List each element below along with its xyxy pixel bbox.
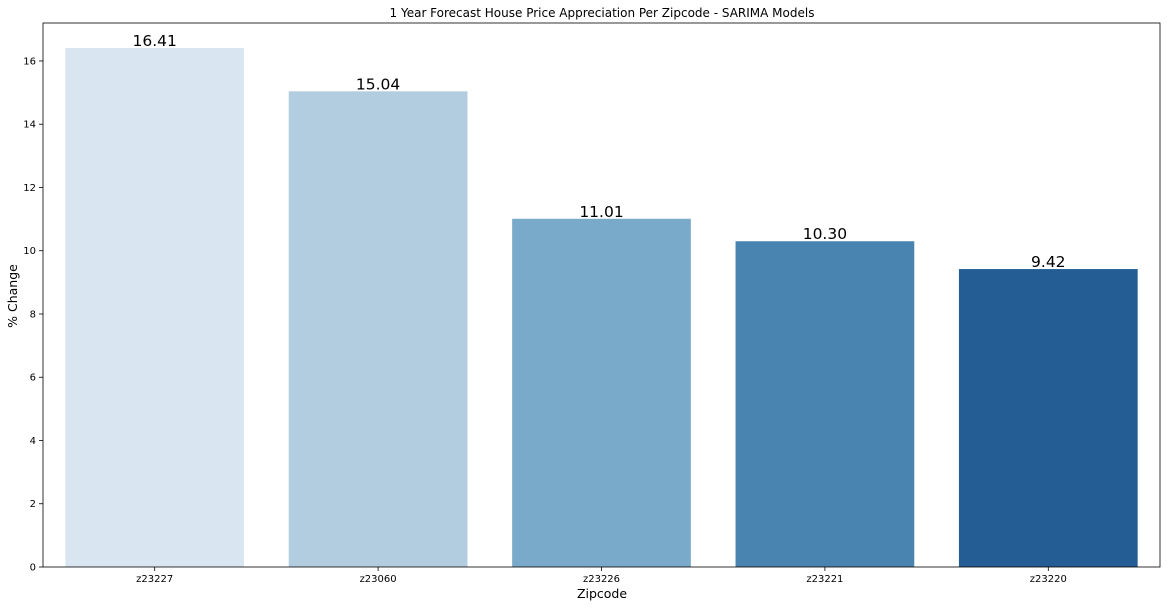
chart-title: 1 Year Forecast House Price Appreciation…: [390, 6, 815, 20]
y-tick-label: 8: [30, 309, 36, 320]
x-tick-label: z23226: [583, 574, 620, 585]
x-tick-label: z23060: [360, 574, 397, 585]
y-tick-label: 16: [23, 56, 36, 67]
data-label: 9.42: [1031, 253, 1066, 271]
y-tick-label: 4: [30, 436, 36, 447]
bar: [288, 91, 468, 567]
y-tick-label: 0: [30, 563, 36, 574]
plot-frame: [42, 22, 1161, 568]
y-tick-label: 10: [23, 246, 36, 257]
data-label: 11.01: [579, 203, 623, 221]
data-label: 15.04: [356, 75, 400, 93]
plot-area: 16.41 z23227 15.04 z23060 11.01 z23226 10.30 z2…: [23, 22, 1161, 585]
x-axis-label: Zipcode: [577, 586, 627, 601]
data-label: 16.41: [133, 32, 177, 50]
y-tick-label: 6: [30, 373, 36, 384]
y-tick-label: 14: [23, 120, 36, 131]
x-tick-label: z23221: [806, 574, 843, 585]
x-tick-label: z23220: [1030, 574, 1067, 585]
x-tick-label: z23227: [136, 574, 173, 585]
bar: [65, 47, 245, 568]
y-axis-label: % Change: [5, 264, 20, 328]
y-tick-label: 12: [23, 183, 36, 194]
bar: [512, 218, 691, 568]
bar: [958, 269, 1138, 567]
bar: [735, 241, 915, 568]
y-tick-label: 2: [30, 499, 36, 510]
data-label: 10.30: [803, 225, 847, 243]
